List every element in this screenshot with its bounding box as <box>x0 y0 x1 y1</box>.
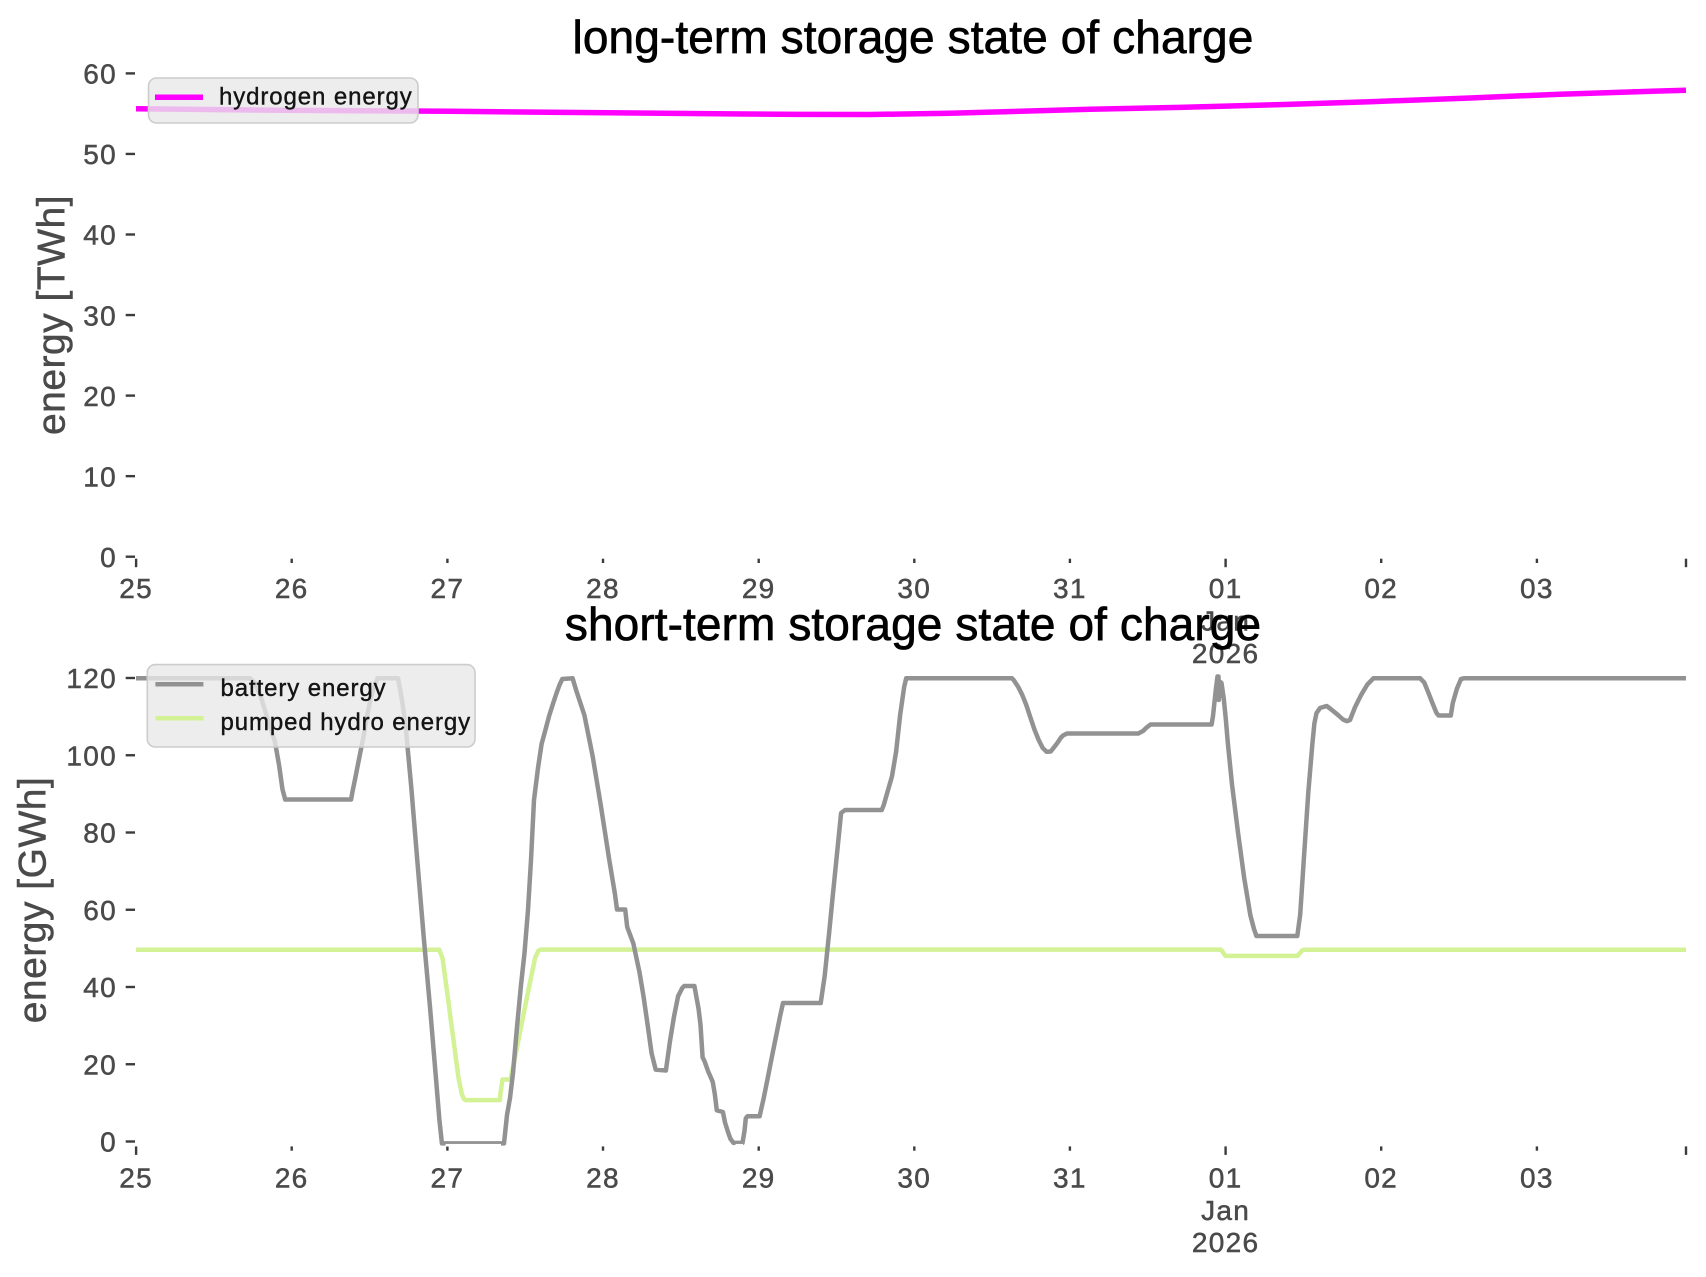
svg-text:29: 29 <box>742 573 776 604</box>
svg-text:hydrogen energy: hydrogen energy <box>219 84 413 111</box>
svg-text:20: 20 <box>83 1050 117 1081</box>
svg-text:0: 0 <box>100 1127 117 1158</box>
svg-text:28: 28 <box>586 573 620 604</box>
svg-text:02: 02 <box>1364 1163 1398 1194</box>
svg-text:40: 40 <box>83 220 117 251</box>
svg-text:26: 26 <box>275 1163 309 1194</box>
svg-text:120: 120 <box>66 663 117 694</box>
svg-text:2026: 2026 <box>1192 638 1260 669</box>
svg-text:29: 29 <box>742 1163 776 1194</box>
svg-text:2026: 2026 <box>1192 1227 1260 1258</box>
svg-text:0: 0 <box>100 542 117 573</box>
svg-text:long-term storage state of cha: long-term storage state of charge <box>573 11 1254 63</box>
svg-text:pumped hydro energy: pumped hydro energy <box>221 709 472 736</box>
svg-text:Jan: Jan <box>1201 606 1250 637</box>
svg-text:short-term storage state of ch: short-term storage state of charge <box>565 598 1261 650</box>
svg-text:battery energy: battery energy <box>221 675 387 702</box>
svg-text:30: 30 <box>897 573 931 604</box>
svg-text:28: 28 <box>586 1163 620 1194</box>
svg-text:20: 20 <box>83 381 117 412</box>
svg-text:02: 02 <box>1364 573 1398 604</box>
svg-text:50: 50 <box>83 139 117 170</box>
svg-text:27: 27 <box>431 573 465 604</box>
svg-text:10: 10 <box>83 461 117 492</box>
svg-text:31: 31 <box>1053 573 1087 604</box>
svg-text:26: 26 <box>275 573 309 604</box>
svg-text:Jan: Jan <box>1201 1195 1250 1226</box>
svg-text:30: 30 <box>83 300 117 331</box>
svg-text:60: 60 <box>83 59 117 90</box>
svg-text:80: 80 <box>83 818 117 849</box>
svg-text:energy [GWh]: energy [GWh] <box>12 777 55 1024</box>
svg-text:40: 40 <box>83 972 117 1003</box>
svg-text:01: 01 <box>1209 1163 1243 1194</box>
svg-text:01: 01 <box>1209 573 1243 604</box>
svg-text:25: 25 <box>119 1163 153 1194</box>
svg-text:100: 100 <box>66 741 117 772</box>
svg-text:energy [TWh]: energy [TWh] <box>31 195 74 435</box>
svg-text:03: 03 <box>1520 573 1554 604</box>
svg-text:27: 27 <box>431 1163 465 1194</box>
svg-text:60: 60 <box>83 895 117 926</box>
svg-text:30: 30 <box>897 1163 931 1194</box>
svg-text:03: 03 <box>1520 1163 1554 1194</box>
svg-text:31: 31 <box>1053 1163 1087 1194</box>
svg-text:25: 25 <box>119 573 153 604</box>
